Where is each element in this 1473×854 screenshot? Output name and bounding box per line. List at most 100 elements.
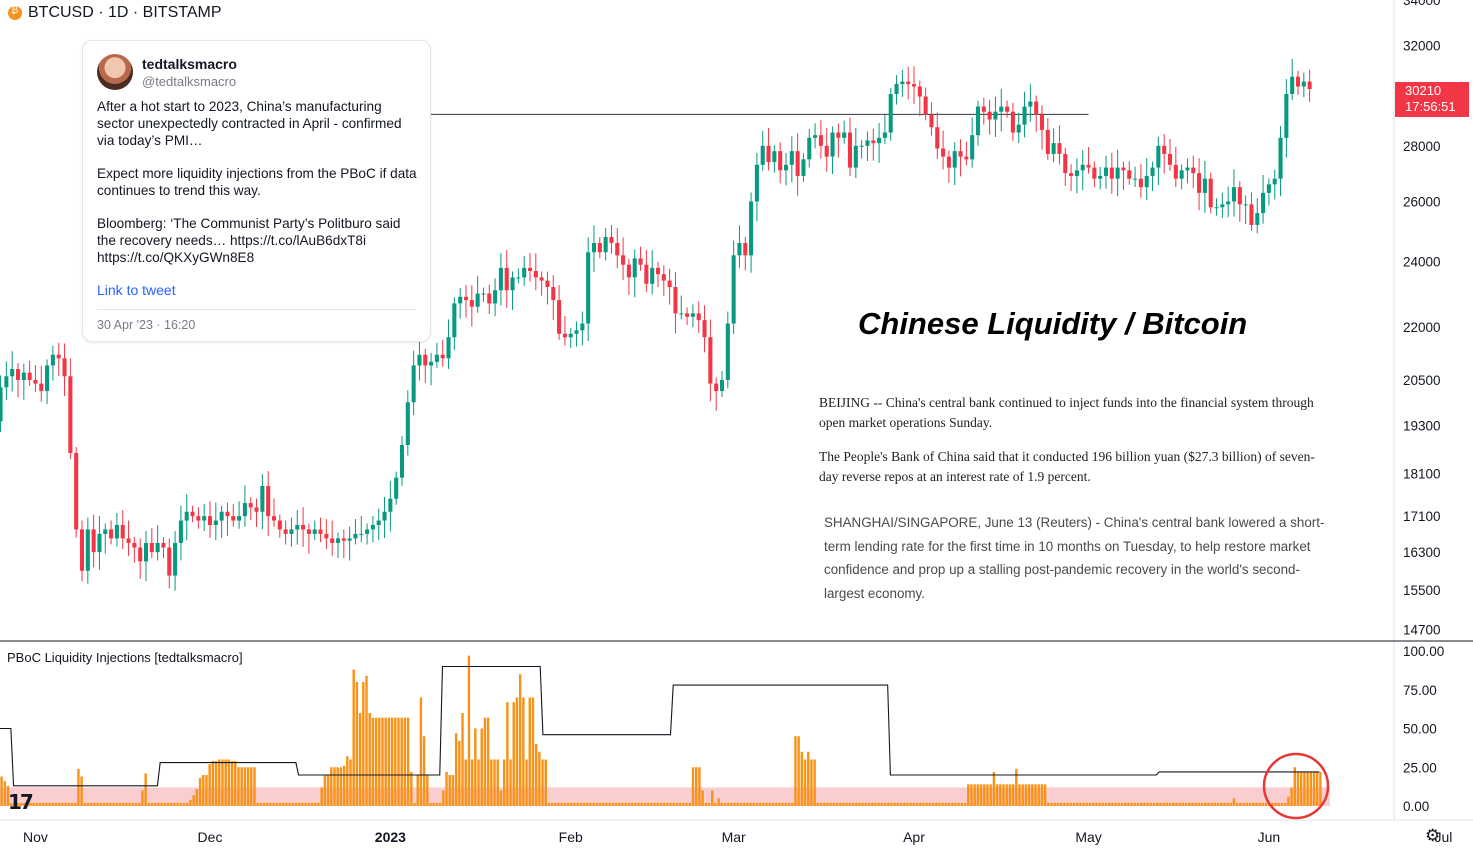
liquidity-bar (922, 802, 925, 806)
candle-body (533, 271, 538, 278)
liquidity-bar (672, 802, 676, 806)
candle-body (1022, 106, 1027, 125)
liquidity-bar (1178, 802, 1181, 806)
liquidity-bar (544, 759, 547, 806)
tradingview-logo-icon[interactable]: 17 (8, 790, 34, 814)
candle-body (970, 135, 975, 160)
liquidity-bar (352, 669, 355, 806)
indicator-y-tick-label: 50.00 (1403, 722, 1437, 737)
symbol-header[interactable]: BTCUSD · 1D · BITSTAMP (8, 4, 222, 22)
news-paragraph: BEIJING -- China's central bank continue… (819, 395, 1314, 430)
liquidity-bar (803, 759, 807, 806)
liquidity-bar (509, 759, 512, 806)
tweet-author-name: tedtalksmacro (142, 56, 237, 72)
liquidity-bar (54, 802, 58, 806)
candle-body (33, 379, 38, 384)
liquidity-bar (1101, 802, 1104, 806)
candle-body (917, 86, 922, 97)
candle-body (1278, 137, 1283, 179)
candle-body (120, 524, 125, 539)
candle-body (27, 372, 32, 380)
indicator-label[interactable]: PBoC Liquidity Injections [tedtalksmacro… (7, 650, 243, 665)
liquidity-bar (160, 802, 163, 806)
candle-body (655, 267, 661, 275)
liquidity-bar (935, 802, 938, 806)
candle-body (725, 323, 730, 380)
liquidity-bar (1047, 802, 1050, 806)
candle-body (766, 145, 771, 163)
liquidity-bar (576, 802, 579, 806)
liquidity-bar (1261, 802, 1264, 806)
candle-body (1069, 173, 1074, 176)
liquidity-bar (64, 802, 67, 806)
liquidity-bar (278, 802, 282, 806)
candle-body (667, 280, 672, 288)
liquidity-bar (1223, 802, 1226, 806)
candle-body (1098, 175, 1103, 179)
liquidity-bar (899, 802, 903, 806)
liquidity-bar (813, 759, 816, 806)
candle-body (91, 529, 96, 553)
liquidity-bar (624, 802, 628, 806)
liquidity-bar (211, 761, 215, 806)
liquidity-bar (317, 802, 320, 806)
liquidity-bar (739, 802, 743, 806)
liquidity-bar (214, 761, 218, 806)
candle-body (504, 267, 509, 291)
candle-body (807, 137, 812, 160)
liquidity-bar (266, 802, 269, 806)
gear-icon[interactable]: ⚙ (1425, 826, 1441, 846)
liquidity-bar (454, 733, 458, 806)
candle-body (202, 516, 207, 521)
liquidity-bar (163, 802, 167, 806)
liquidity-bar (835, 802, 839, 806)
liquidity-bar (787, 802, 791, 806)
candle-body (440, 354, 445, 359)
candle-body (56, 354, 61, 359)
liquidity-bar (112, 802, 115, 806)
candle-body (1063, 153, 1068, 174)
candle-body (10, 369, 15, 377)
news-paragraph: The People's Bank of China said that it … (819, 449, 1315, 484)
y-tick-label: 20500 (1403, 373, 1441, 388)
liquidity-bar (365, 675, 368, 806)
liquidity-bar (1303, 771, 1306, 806)
liquidity-bar (1008, 784, 1012, 806)
candle-body (1016, 124, 1021, 133)
candle-body (1202, 178, 1207, 193)
liquidity-bar (947, 802, 951, 806)
liquidity-bar (413, 802, 416, 806)
liquidity-bar (470, 759, 474, 806)
liquidity-bar (1127, 802, 1130, 806)
liquidity-bar (1255, 802, 1258, 806)
liquidity-bar (1031, 784, 1034, 806)
link-to-tweet[interactable]: Link to tweet (97, 282, 176, 298)
candle-body (318, 529, 323, 534)
liquidity-bar (154, 802, 157, 806)
candle-body (708, 337, 713, 384)
liquidity-bar (0, 776, 3, 806)
liquidity-bar (1299, 771, 1303, 806)
liquidity-bar (653, 802, 656, 806)
candle-body (114, 524, 119, 539)
liquidity-bar (915, 802, 919, 806)
liquidity-bar (182, 802, 186, 806)
liquidity-bar (614, 802, 618, 806)
candle-body (15, 369, 21, 380)
liquidity-bar (566, 802, 570, 806)
liquidity-bar (1005, 784, 1008, 806)
liquidity-bar (1203, 802, 1207, 806)
liquidity-bar (643, 802, 647, 806)
x-tick-label: 2023 (375, 829, 406, 845)
liquidity-bar (1162, 802, 1165, 806)
liquidity-bar (1063, 802, 1066, 806)
liquidity-bar (480, 728, 483, 806)
symbol-title: BTCUSD · 1D · BITSTAMP (28, 4, 222, 21)
liquidity-bar (698, 767, 701, 806)
candle-body (853, 145, 858, 168)
candle-body (510, 277, 515, 291)
candle-body (783, 164, 789, 171)
liquidity-bar (493, 759, 496, 806)
liquidity-bar (77, 768, 80, 806)
candle-body (446, 337, 451, 359)
